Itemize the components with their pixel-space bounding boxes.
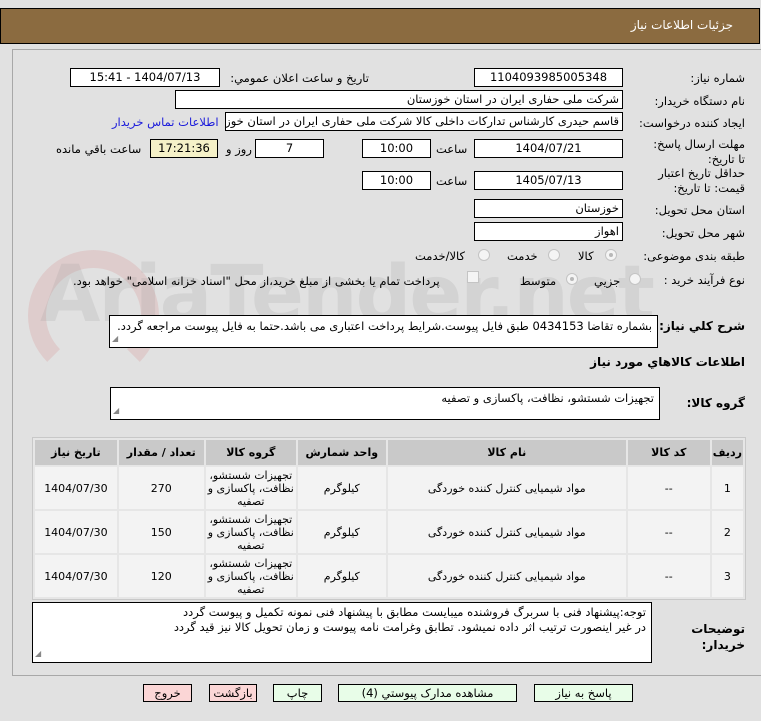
city-field: اهواز bbox=[474, 222, 623, 241]
description-textarea[interactable]: بشماره تقاضا 0434153 طبق فایل پیوست.شرای… bbox=[109, 315, 658, 348]
buyer-contact-link[interactable]: اطلاعات تماس خريدار bbox=[112, 115, 219, 129]
city-label: شهر محل تحويل: bbox=[661, 226, 745, 240]
buyer-label: نام دستگاه خريدار: bbox=[654, 94, 745, 108]
col-group: گروه کالا bbox=[205, 440, 296, 465]
category-option-both: کالا/خدمت bbox=[415, 249, 466, 263]
col-name: نام کالا bbox=[387, 440, 626, 465]
days-field: 7 bbox=[255, 139, 324, 158]
page-header: جزئيات اطلاعات نياز bbox=[0, 8, 760, 44]
exit-button[interactable]: خروج bbox=[143, 684, 192, 702]
category-radio-both[interactable] bbox=[478, 249, 490, 261]
back-button[interactable]: بازگشت bbox=[209, 684, 257, 702]
province-field: خوزستان bbox=[474, 199, 623, 218]
print-button[interactable]: چاپ bbox=[273, 684, 322, 702]
cell-name: مواد شیمیایی کنترل کننده خوردگی bbox=[387, 467, 626, 509]
treasury-payment-note: پرداخت تمام يا بخشی از مبلغ خريد،از محل … bbox=[73, 274, 440, 288]
cell-qty: 150 bbox=[118, 511, 204, 553]
cell-row: 2 bbox=[711, 511, 743, 553]
col-qty: تعداد / مقدار bbox=[118, 440, 204, 465]
validity-label: حداقل تاريخ اعتبار قيمت: تا تاريخ: bbox=[658, 166, 745, 195]
category-option-service: خدمت bbox=[507, 249, 538, 263]
resize-grip-icon[interactable]: ◢ bbox=[113, 406, 120, 415]
resize-grip-icon[interactable]: ◢ bbox=[35, 649, 42, 658]
announce-label: تاريخ و ساعت اعلان عمومي: bbox=[230, 71, 369, 85]
need-number-label: شماره نياز: bbox=[690, 71, 745, 85]
cell-date: 1404/07/30 bbox=[35, 511, 117, 553]
category-option-goods: کالا bbox=[578, 249, 594, 263]
cell-group: تجهیزات شستشو، نظافت، پاکسازی و تصفیه bbox=[205, 555, 296, 597]
page-title: جزئيات اطلاعات نياز bbox=[630, 18, 733, 32]
buyer-notes-textarea[interactable]: توجه:پیشنهاد فنی با سربرگ فروشنده میبایس… bbox=[32, 602, 652, 663]
validity-time-field: 10:00 bbox=[362, 171, 431, 190]
treasury-payment-checkbox[interactable] bbox=[467, 271, 479, 283]
cell-code: -- bbox=[627, 555, 710, 597]
table-row: 3 -- مواد شیمیایی کنترل کننده خوردگی کیلوگر… bbox=[35, 555, 743, 597]
resize-grip-icon[interactable]: ◢ bbox=[112, 334, 119, 343]
goods-group-label: گروه کالا: bbox=[686, 396, 745, 410]
validity-date-field: 1405/07/13 bbox=[474, 171, 623, 190]
cell-code: -- bbox=[627, 511, 710, 553]
cell-name: مواد شیمیایی کنترل کننده خوردگی bbox=[387, 555, 626, 597]
category-radio-service[interactable] bbox=[548, 249, 560, 261]
buyer-notes-line-1: توجه:پیشنهاد فنی با سربرگ فروشنده میبایس… bbox=[183, 605, 646, 619]
buyer-notes-line-2: در غیر اینصورت ترتیب اثر داده نمیشود. تط… bbox=[173, 620, 646, 634]
days-label: روز و bbox=[226, 142, 252, 156]
table-row: 1 -- مواد شیمیایی کنترل کننده خوردگی کیلوگر… bbox=[35, 467, 743, 509]
cell-row: 3 bbox=[711, 555, 743, 597]
deadline-label: مهلت ارسال پاسخ: تا تاريخ: bbox=[653, 137, 745, 166]
cell-group: تجهیزات شستشو، نظافت، پاکسازی و تصفیه bbox=[205, 467, 296, 509]
category-label: طبقه بندی موضوعی: bbox=[643, 249, 745, 263]
goods-section-title: اطلاعات کالاهاي مورد نياز bbox=[590, 355, 745, 369]
announce-field: 1404/07/13 - 15:41 bbox=[70, 68, 220, 87]
col-unit: واحد شمارش bbox=[297, 440, 386, 465]
description-label: شرح کلي نياز: bbox=[659, 319, 745, 333]
table-row: 2 -- مواد شیمیایی کنترل کننده خوردگی کیلوگر… bbox=[35, 511, 743, 553]
process-radio-medium[interactable] bbox=[566, 273, 578, 285]
cell-name: مواد شیمیایی کنترل کننده خوردگی bbox=[387, 511, 626, 553]
buyer-field: شرکت ملی حفاری ایران در استان خوزستان bbox=[175, 90, 623, 109]
reply-button[interactable]: پاسخ به نياز bbox=[534, 684, 633, 702]
deadline-time-label: ساعت bbox=[436, 142, 468, 156]
details-panel bbox=[12, 49, 761, 676]
buyer-notes-label: توضيحات خريدار: bbox=[691, 622, 745, 652]
cell-unit: کیلوگرم bbox=[297, 555, 386, 597]
need-number-field: 1104093985005348 bbox=[474, 68, 623, 87]
col-row: رديف bbox=[711, 440, 743, 465]
goods-group-text: تجهیزات شستشو، نظافت، پاکسازی و تصفیه bbox=[441, 391, 654, 405]
remaining-time-field: 17:21:36 bbox=[150, 139, 218, 158]
cell-qty: 120 bbox=[118, 555, 204, 597]
deadline-date-field: 1404/07/21 bbox=[474, 139, 623, 158]
description-text: بشماره تقاضا 0434153 طبق فایل پیوست.شرای… bbox=[117, 319, 652, 333]
process-option-medium: متوسط bbox=[520, 274, 557, 288]
province-label: استان محل تحويل: bbox=[654, 203, 745, 217]
view-attachments-button[interactable]: مشاهده مدارک پيوستي (4) bbox=[338, 684, 517, 702]
deadline-time-field: 10:00 bbox=[362, 139, 431, 158]
process-radio-minor[interactable] bbox=[629, 273, 641, 285]
goods-table: رديف کد کالا نام کالا واحد شمارش گروه کا… bbox=[32, 437, 746, 600]
col-code: کد کالا bbox=[627, 440, 710, 465]
validity-time-label: ساعت bbox=[436, 174, 468, 188]
table-header-row: رديف کد کالا نام کالا واحد شمارش گروه کا… bbox=[35, 440, 743, 465]
cell-group: تجهیزات شستشو، نظافت، پاکسازی و تصفیه bbox=[205, 511, 296, 553]
process-label: نوع فرآيند خريد : bbox=[663, 273, 745, 287]
remaining-label: ساعت باقي مانده bbox=[56, 142, 142, 156]
cell-date: 1404/07/30 bbox=[35, 467, 117, 509]
cell-row: 1 bbox=[711, 467, 743, 509]
cell-unit: کیلوگرم bbox=[297, 467, 386, 509]
goods-group-textarea[interactable]: تجهیزات شستشو، نظافت، پاکسازی و تصفیه ◢ bbox=[110, 387, 660, 420]
creator-field: قاسم حیدری کارشناس تدارکات داخلی کالا شر… bbox=[225, 112, 623, 131]
cell-qty: 270 bbox=[118, 467, 204, 509]
category-radio-goods[interactable] bbox=[605, 249, 617, 261]
col-date: تاريخ نياز bbox=[35, 440, 117, 465]
cell-unit: کیلوگرم bbox=[297, 511, 386, 553]
process-option-minor: جزيي bbox=[594, 274, 621, 288]
creator-label: ايجاد کننده درخواست: bbox=[639, 116, 745, 130]
cell-date: 1404/07/30 bbox=[35, 555, 117, 597]
cell-code: -- bbox=[627, 467, 710, 509]
